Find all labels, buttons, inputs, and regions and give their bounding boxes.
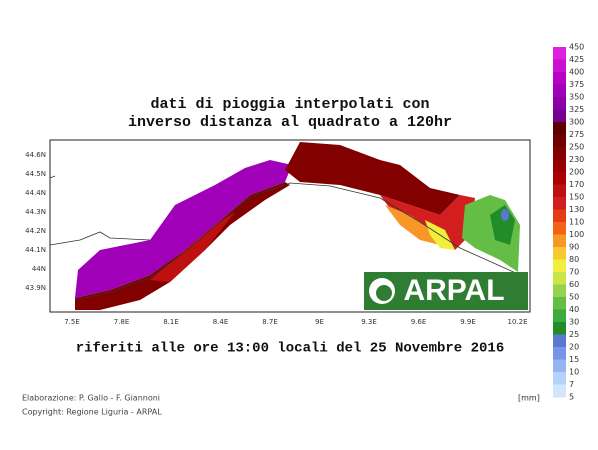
colorbar-swatch [553,209,566,223]
lon-labels: 7.5E 7.8E 8.1E 8.4E 8.7E 9E 9.3E 9.6E 9.9E 10.2E [64,318,527,326]
colorbar-label: 70 [569,268,579,277]
map: ARPAL [49,139,531,313]
logo-text: ARPAL [403,274,504,307]
colorbar-swatch [553,372,566,385]
colorbar-label: 150 [569,193,584,202]
colorbar-label: 10 [569,368,579,377]
region-blue [501,209,509,221]
lon-label: 9.3E [361,318,377,326]
colorbar-label: 80 [569,255,579,264]
colorbar-label: 400 [569,68,584,77]
lon-label: 7.5E [64,318,80,326]
coastline [74,182,519,301]
title-line: inverso distanza al quadrato a 120hr [128,114,452,131]
colorbar-label: 60 [569,280,579,289]
colorbar-label: 275 [569,130,584,139]
lat-label: 44.5N [25,170,46,178]
colorbar-swatch [553,159,566,173]
colorbar-swatch [553,309,566,323]
lat-label: 44.4N [25,189,46,197]
colorbar-label: 20 [569,343,579,352]
colorbar-swatch [553,134,566,148]
lon-label: 8.7E [262,318,278,326]
colorbar-swatch [553,359,566,373]
logo-icon-inner [376,285,392,301]
colorbar-swatch [553,247,566,260]
colorbar-label: 450 [569,43,584,52]
colorbar-swatch [553,84,566,98]
colorbar-label: 40 [569,305,579,314]
colorbar-swatch [553,59,566,73]
lon-label: 9.6E [411,318,427,326]
colorbar: 450 425 400 375 350 325 300 275 250 230 200 170 150 1… [553,43,584,402]
colorbar-swatch [553,334,566,348]
colorbar-swatch [553,197,566,210]
colorbar-label: 30 [569,318,579,327]
colorbar-label: 230 [569,155,584,164]
region-darkred-east [285,142,460,215]
lon-label: 8.1E [163,318,179,326]
lon-label: 7.8E [114,318,130,326]
colorbar-label: 50 [569,293,579,302]
colorbar-swatch [553,222,566,235]
lat-label: 44.2N [25,227,46,235]
colorbar-label: 5 [569,393,574,402]
colorbar-swatch [553,72,566,85]
lon-label: 8.4E [213,318,229,326]
colorbar-label: 130 [569,205,584,214]
colorbar-label: 110 [569,218,584,227]
colorbar-label: 200 [569,168,584,177]
region-darkred [75,182,290,310]
colorbar-label: 15 [569,355,579,364]
colorbar-label: 100 [569,230,584,239]
colorbar-swatch [553,47,566,60]
region-purple [75,160,292,298]
title-line: dati di pioggia interpolati con [150,96,429,113]
region-red [150,212,235,282]
colorbar-swatch [553,234,566,248]
lat-label: 44N [32,265,46,273]
colorbar-label: 90 [569,243,579,252]
lon-label: 9E [315,318,324,326]
colorbar-swatch [553,272,566,285]
colorbar-swatch [553,322,566,335]
colorbar-label: 350 [569,93,584,102]
colorbar-label: 375 [569,80,584,89]
colorbar-swatch [553,347,566,360]
colorbar-swatch [553,172,566,185]
colorbar-swatch [553,147,566,160]
colorbar-swatch [553,297,566,310]
lat-labels: 44.6N 44.5N 44.4N 44.3N 44.2N 44.1N 44N 43.9N [25,151,46,292]
colorbar-label: 300 [569,118,584,127]
colorbar-label: 25 [569,330,579,339]
lat-label: 44.6N [25,151,46,159]
credit: Elaborazione: P. Gallo - F. Giannoni [22,394,160,403]
lon-label: 10.2E [507,318,527,326]
subtitle: riferiti alle ore 13:00 locali del 25 No… [76,341,504,357]
border [49,231,151,246]
unit: [mm] [518,394,540,403]
border [49,175,56,179]
lat-label: 44.1N [25,246,46,254]
lat-label: 43.9N [25,284,46,292]
colorbar-swatch [553,184,566,198]
colorbar-swatch [553,122,566,135]
colorbar-label: 425 [569,55,584,64]
colorbar-label: 7 [569,380,574,389]
region-orange [385,205,440,245]
colorbar-swatch [553,259,566,273]
colorbar-label: 170 [569,180,584,189]
credit: Copyright: Regione Liguria - ARPAL [22,408,162,417]
colorbar-swatch [553,109,566,123]
colorbar-swatch [553,97,566,110]
colorbar-label: 325 [569,105,584,114]
lon-label: 9.9E [460,318,476,326]
lat-label: 44.3N [25,208,46,216]
colorbar-label: 250 [569,143,584,152]
colorbar-swatch [553,284,566,298]
colorbar-swatch [553,384,566,398]
